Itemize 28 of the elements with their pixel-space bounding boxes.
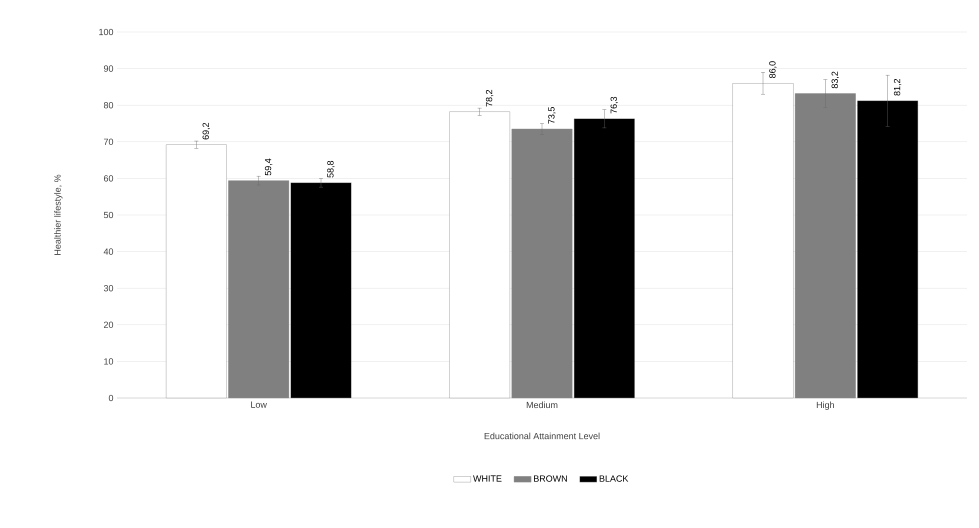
y-tick-label: 70 [104,138,114,145]
data-label: 81,2 [894,78,902,96]
y-tick-label: 20 [104,322,114,328]
legend-label: BLACK [600,475,628,482]
data-label: 59,4 [264,158,272,176]
x-tick-label: High [816,402,834,410]
data-label: 58,8 [327,160,335,178]
y-tick-label: 10 [104,358,114,365]
x-tick-label: Low [251,402,267,408]
y-tick-label: 90 [104,65,114,72]
x-axis-title: Educational Attainment Level [484,432,600,440]
legend-label: WHITE [473,475,502,482]
y-axis-title: Healthier lifestyle, % [54,174,62,255]
y-tick-label: 100 [99,28,114,36]
y-tick-label: 40 [104,248,114,255]
legend-label: BROWN [534,475,567,482]
y-tick-label: 60 [104,175,114,182]
x-tick-label: Medium [526,402,558,408]
data-label: 83,2 [832,72,839,88]
y-tick-label: 30 [104,285,114,292]
y-tick-label: 0 [108,394,114,402]
data-label: 86,0 [769,61,777,78]
data-label: 69,2 [202,122,210,140]
data-label: 76,3 [610,96,618,114]
data-label: 78,2 [486,90,494,106]
y-tick-label: 80 [104,102,114,108]
data-label: 73,5 [548,107,556,124]
y-tick-label: 50 [104,212,114,218]
